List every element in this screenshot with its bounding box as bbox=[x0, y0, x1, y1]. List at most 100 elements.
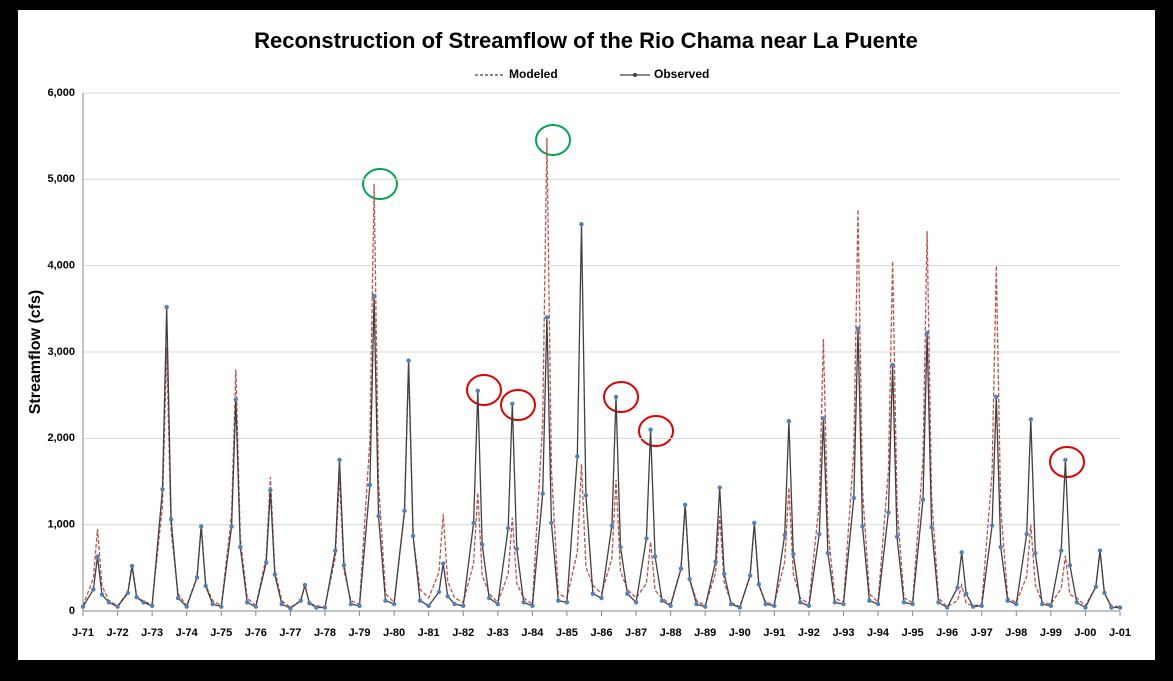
point bbox=[210, 601, 215, 607]
point bbox=[841, 601, 846, 607]
point bbox=[279, 601, 284, 607]
point bbox=[556, 598, 561, 603]
point bbox=[959, 550, 964, 555]
x-tick-label: J-93 bbox=[832, 627, 854, 639]
highlight-circle bbox=[362, 168, 398, 200]
point bbox=[348, 601, 354, 607]
y-tick-label: 0 bbox=[69, 605, 75, 617]
point bbox=[253, 604, 259, 609]
point bbox=[184, 604, 189, 609]
point bbox=[371, 293, 377, 299]
point bbox=[1117, 605, 1123, 610]
x-tick-label: J-95 bbox=[902, 627, 924, 639]
chart-title: Reconstruction of Streamflow of the Rio … bbox=[254, 28, 918, 53]
point bbox=[341, 563, 347, 568]
point bbox=[233, 397, 238, 402]
point bbox=[659, 598, 665, 603]
point bbox=[1063, 457, 1068, 463]
point bbox=[229, 524, 234, 529]
point bbox=[461, 603, 466, 609]
x-tick-label: J-87 bbox=[625, 627, 647, 639]
point bbox=[288, 606, 293, 611]
point bbox=[95, 554, 100, 559]
point bbox=[1033, 550, 1038, 556]
point bbox=[367, 482, 373, 488]
point bbox=[890, 362, 895, 368]
point bbox=[970, 604, 976, 609]
point bbox=[678, 566, 684, 571]
point bbox=[855, 326, 861, 331]
point bbox=[713, 559, 718, 564]
point bbox=[752, 520, 757, 526]
point bbox=[929, 525, 934, 530]
point bbox=[910, 601, 915, 607]
point bbox=[406, 358, 411, 363]
point bbox=[703, 604, 708, 609]
point bbox=[1040, 601, 1045, 607]
point bbox=[194, 575, 200, 580]
point bbox=[1109, 605, 1114, 610]
y-tick-label: 2,000 bbox=[47, 432, 75, 444]
point bbox=[99, 592, 105, 597]
point bbox=[540, 491, 545, 496]
point bbox=[924, 330, 930, 336]
point bbox=[668, 603, 673, 609]
point bbox=[510, 401, 515, 406]
point bbox=[514, 546, 520, 552]
point bbox=[244, 600, 250, 605]
point bbox=[806, 603, 812, 609]
point bbox=[763, 601, 768, 607]
point bbox=[402, 508, 407, 514]
x-tick-label: J-71 bbox=[72, 627, 94, 639]
y-tick-label: 1,000 bbox=[47, 519, 75, 531]
x-tick-label: J-01 bbox=[1109, 627, 1131, 639]
x-tick-label: J-89 bbox=[694, 627, 716, 639]
highlight-circle bbox=[1049, 446, 1085, 478]
point bbox=[115, 604, 120, 609]
point bbox=[357, 603, 362, 609]
point bbox=[80, 604, 86, 609]
x-tick-label: J-97 bbox=[971, 627, 993, 639]
point bbox=[687, 576, 692, 582]
point bbox=[480, 542, 485, 547]
point bbox=[756, 582, 761, 587]
point bbox=[625, 591, 630, 596]
point bbox=[134, 594, 139, 600]
point bbox=[1093, 584, 1099, 590]
point bbox=[994, 394, 999, 400]
point bbox=[203, 583, 208, 589]
point bbox=[417, 598, 423, 603]
point bbox=[383, 598, 388, 603]
legend-marker bbox=[633, 73, 637, 77]
x-tick-label: J-80 bbox=[383, 627, 405, 639]
point bbox=[575, 454, 580, 459]
point bbox=[452, 601, 457, 607]
point bbox=[694, 601, 699, 607]
point bbox=[436, 589, 442, 595]
point bbox=[376, 513, 381, 519]
point bbox=[471, 520, 476, 526]
x-tick-label: J-99 bbox=[1040, 627, 1062, 639]
x-tick-label: J-75 bbox=[210, 627, 232, 639]
x-tick-label: J-88 bbox=[660, 627, 682, 639]
x-tick-label: J-73 bbox=[141, 627, 163, 639]
point bbox=[860, 524, 865, 529]
point bbox=[106, 600, 112, 605]
point bbox=[648, 427, 653, 432]
y-tick-label: 4,000 bbox=[47, 260, 75, 272]
point bbox=[1024, 531, 1029, 537]
point bbox=[886, 510, 891, 515]
point bbox=[579, 222, 584, 227]
point bbox=[825, 550, 831, 556]
point bbox=[652, 554, 658, 559]
point bbox=[322, 605, 328, 610]
point bbox=[1097, 548, 1103, 553]
point bbox=[798, 600, 803, 605]
x-tick-label: J-78 bbox=[314, 627, 336, 639]
x-tick-label: J-72 bbox=[107, 627, 129, 639]
point bbox=[141, 600, 146, 605]
point bbox=[633, 600, 639, 605]
point bbox=[168, 517, 174, 522]
point bbox=[410, 533, 416, 539]
